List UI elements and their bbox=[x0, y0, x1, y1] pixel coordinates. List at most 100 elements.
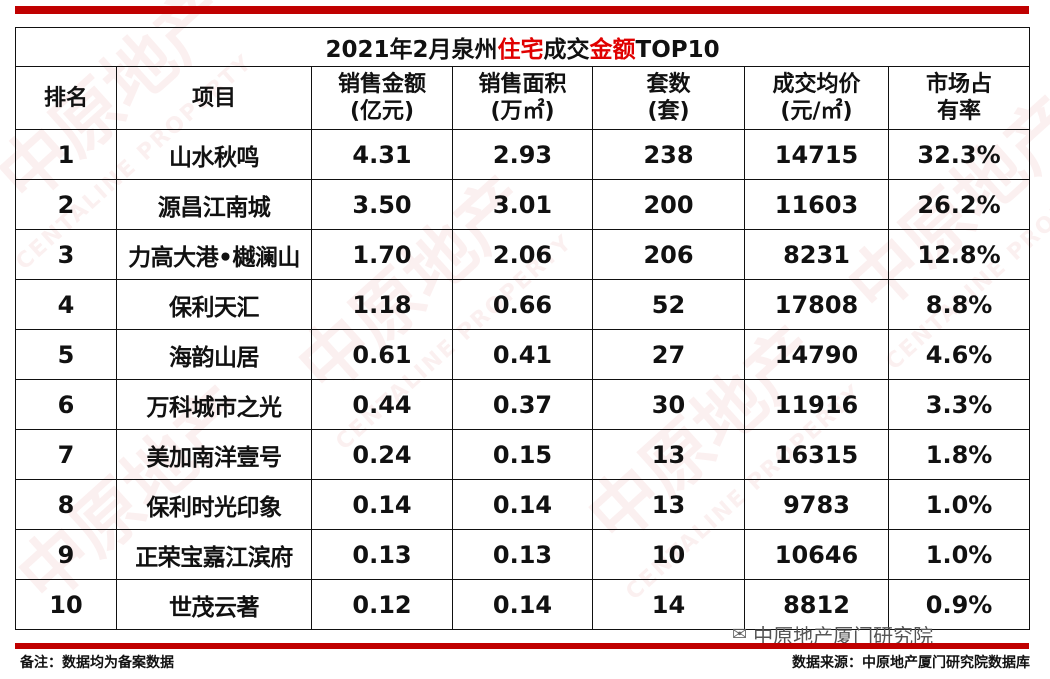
bottom-accent-bar bbox=[15, 643, 1029, 649]
cell-amount: 1.70 bbox=[311, 229, 453, 280]
cell-area: 2.06 bbox=[452, 229, 593, 280]
header-market-share: 市场占 有率 bbox=[887, 66, 1031, 130]
cell-price: 8812 bbox=[744, 579, 889, 630]
cell-amount: 0.44 bbox=[311, 379, 453, 430]
title-highlight: 金额 bbox=[589, 37, 636, 63]
cell-amount: 3.50 bbox=[311, 179, 453, 230]
title-prefix: 2021年2月泉州 bbox=[325, 37, 498, 63]
cell-rank: 1 bbox=[15, 129, 117, 180]
cell-rank: 2 bbox=[15, 179, 117, 230]
table-row: 2 源昌江南城 3.50 3.01 200 11603 26.2% bbox=[15, 179, 1031, 230]
cell-price: 17808 bbox=[744, 279, 889, 330]
header-line: 市场占 bbox=[926, 72, 993, 97]
cell-amount: 0.12 bbox=[311, 579, 453, 630]
header-unit: (套) bbox=[647, 99, 690, 124]
table-row: 10 世茂云著 0.12 0.14 14 8812 0.9% bbox=[15, 579, 1031, 630]
header-line: 销售金额 bbox=[337, 72, 426, 97]
cell-project: 世茂云著 bbox=[116, 579, 312, 630]
cell-share: 32.3% bbox=[887, 129, 1031, 180]
cell-project: 正荣宝嘉江滨府 bbox=[116, 529, 312, 580]
cell-area: 3.01 bbox=[452, 179, 593, 230]
cell-units: 52 bbox=[592, 279, 745, 330]
header-rank: 排名 bbox=[15, 66, 117, 130]
cell-rank: 9 bbox=[15, 529, 117, 580]
cell-area: 0.15 bbox=[452, 429, 593, 480]
cell-project: 山水秋鸣 bbox=[116, 129, 312, 180]
header-unit: (万㎡) bbox=[490, 99, 555, 124]
title-highlight: 住宅 bbox=[497, 37, 544, 63]
cell-price: 14790 bbox=[744, 329, 889, 380]
table-row: 7 美加南洋壹号 0.24 0.15 13 16315 1.8% bbox=[15, 429, 1031, 480]
header-avg-price: 成交均价 (元/㎡) bbox=[744, 66, 889, 130]
cell-price: 9783 bbox=[744, 479, 889, 530]
ranking-table: 2021年2月泉州住宅成交金额TOP10 排名 项目 销售金额 (亿元) 销售面积… bbox=[14, 27, 1031, 630]
cell-area: 0.13 bbox=[452, 529, 593, 580]
table-row: 3 力高大港•樾澜山 1.70 2.06 206 8231 12.8% bbox=[15, 229, 1031, 280]
cell-units: 238 bbox=[592, 129, 745, 180]
cell-units: 200 bbox=[592, 179, 745, 230]
table-title-row: 2021年2月泉州住宅成交金额TOP10 bbox=[14, 27, 1031, 67]
cell-area: 0.14 bbox=[452, 479, 593, 530]
data-source: 数据来源：中原地产厦门研究院数据库 bbox=[792, 655, 1030, 671]
header-project: 项目 bbox=[116, 66, 312, 130]
cell-amount: 0.13 bbox=[311, 529, 453, 580]
cell-units: 10 bbox=[592, 529, 745, 580]
cell-share: 1.0% bbox=[887, 479, 1031, 530]
table-row: 6 万科城市之光 0.44 0.37 30 11916 3.3% bbox=[15, 379, 1031, 430]
header-line: 套数 bbox=[646, 72, 691, 97]
cell-price: 8231 bbox=[744, 229, 889, 280]
cell-share: 12.8% bbox=[887, 229, 1031, 280]
cell-units: 13 bbox=[592, 479, 745, 530]
title-middle: 成交 bbox=[543, 37, 590, 63]
table-row: 5 海韵山居 0.61 0.41 27 14790 4.6% bbox=[15, 329, 1031, 380]
cell-area: 0.14 bbox=[452, 579, 593, 630]
table-header-row: 排名 项目 销售金额 (亿元) 销售面积 (万㎡) 套数 (套) 成交均价 (元/㎡) … bbox=[15, 66, 1031, 130]
cell-amount: 1.18 bbox=[311, 279, 453, 330]
cell-area: 0.66 bbox=[452, 279, 593, 330]
cell-share: 1.8% bbox=[887, 429, 1031, 480]
cell-units: 30 bbox=[592, 379, 745, 430]
cell-rank: 5 bbox=[15, 329, 117, 380]
header-unit: (元/㎡) bbox=[780, 99, 853, 124]
cell-share: 1.0% bbox=[887, 529, 1031, 580]
table-row: 9 正荣宝嘉江滨府 0.13 0.13 10 10646 1.0% bbox=[15, 529, 1031, 580]
cell-price: 10646 bbox=[744, 529, 889, 580]
cell-amount: 4.31 bbox=[311, 129, 453, 180]
table-row: 1 山水秋鸣 4.31 2.93 238 14715 32.3% bbox=[15, 129, 1031, 180]
cell-price: 11916 bbox=[744, 379, 889, 430]
cell-share: 8.8% bbox=[887, 279, 1031, 330]
header-units: 套数 (套) bbox=[592, 66, 745, 130]
top-accent-bar bbox=[15, 6, 1029, 14]
header-line: 有率 bbox=[937, 99, 982, 124]
header-line: 销售面积 bbox=[478, 72, 567, 97]
footnote: 备注：数据均为备案数据 bbox=[20, 655, 174, 671]
header-unit: (亿元) bbox=[349, 99, 415, 124]
cell-amount: 0.24 bbox=[311, 429, 453, 480]
title-suffix: TOP10 bbox=[635, 37, 720, 63]
cell-project: 源昌江南城 bbox=[116, 179, 312, 230]
table-row: 8 保利时光印象 0.14 0.14 13 9783 1.0% bbox=[15, 479, 1031, 530]
table-row: 4 保利天汇 1.18 0.66 52 17808 8.8% bbox=[15, 279, 1031, 330]
cell-units: 206 bbox=[592, 229, 745, 280]
cell-project: 力高大港•樾澜山 bbox=[116, 229, 312, 280]
cell-rank: 10 bbox=[15, 579, 117, 630]
cell-project: 海韵山居 bbox=[116, 329, 312, 380]
cell-amount: 0.14 bbox=[311, 479, 453, 530]
cell-area: 0.37 bbox=[452, 379, 593, 430]
cell-area: 2.93 bbox=[452, 129, 593, 180]
header-sales-amount: 销售金额 (亿元) bbox=[311, 66, 453, 130]
header-sales-area: 销售面积 (万㎡) bbox=[452, 66, 593, 130]
table-title: 2021年2月泉州住宅成交金额TOP10 bbox=[14, 27, 1031, 67]
cell-units: 13 bbox=[592, 429, 745, 480]
cell-rank: 4 bbox=[15, 279, 117, 330]
cell-price: 14715 bbox=[744, 129, 889, 180]
cell-units: 14 bbox=[592, 579, 745, 630]
cell-amount: 0.61 bbox=[311, 329, 453, 380]
cell-rank: 6 bbox=[15, 379, 117, 430]
cell-units: 27 bbox=[592, 329, 745, 380]
cell-rank: 7 bbox=[15, 429, 117, 480]
cell-area: 0.41 bbox=[452, 329, 593, 380]
cell-rank: 3 bbox=[15, 229, 117, 280]
cell-project: 保利时光印象 bbox=[116, 479, 312, 530]
cell-share: 26.2% bbox=[887, 179, 1031, 230]
